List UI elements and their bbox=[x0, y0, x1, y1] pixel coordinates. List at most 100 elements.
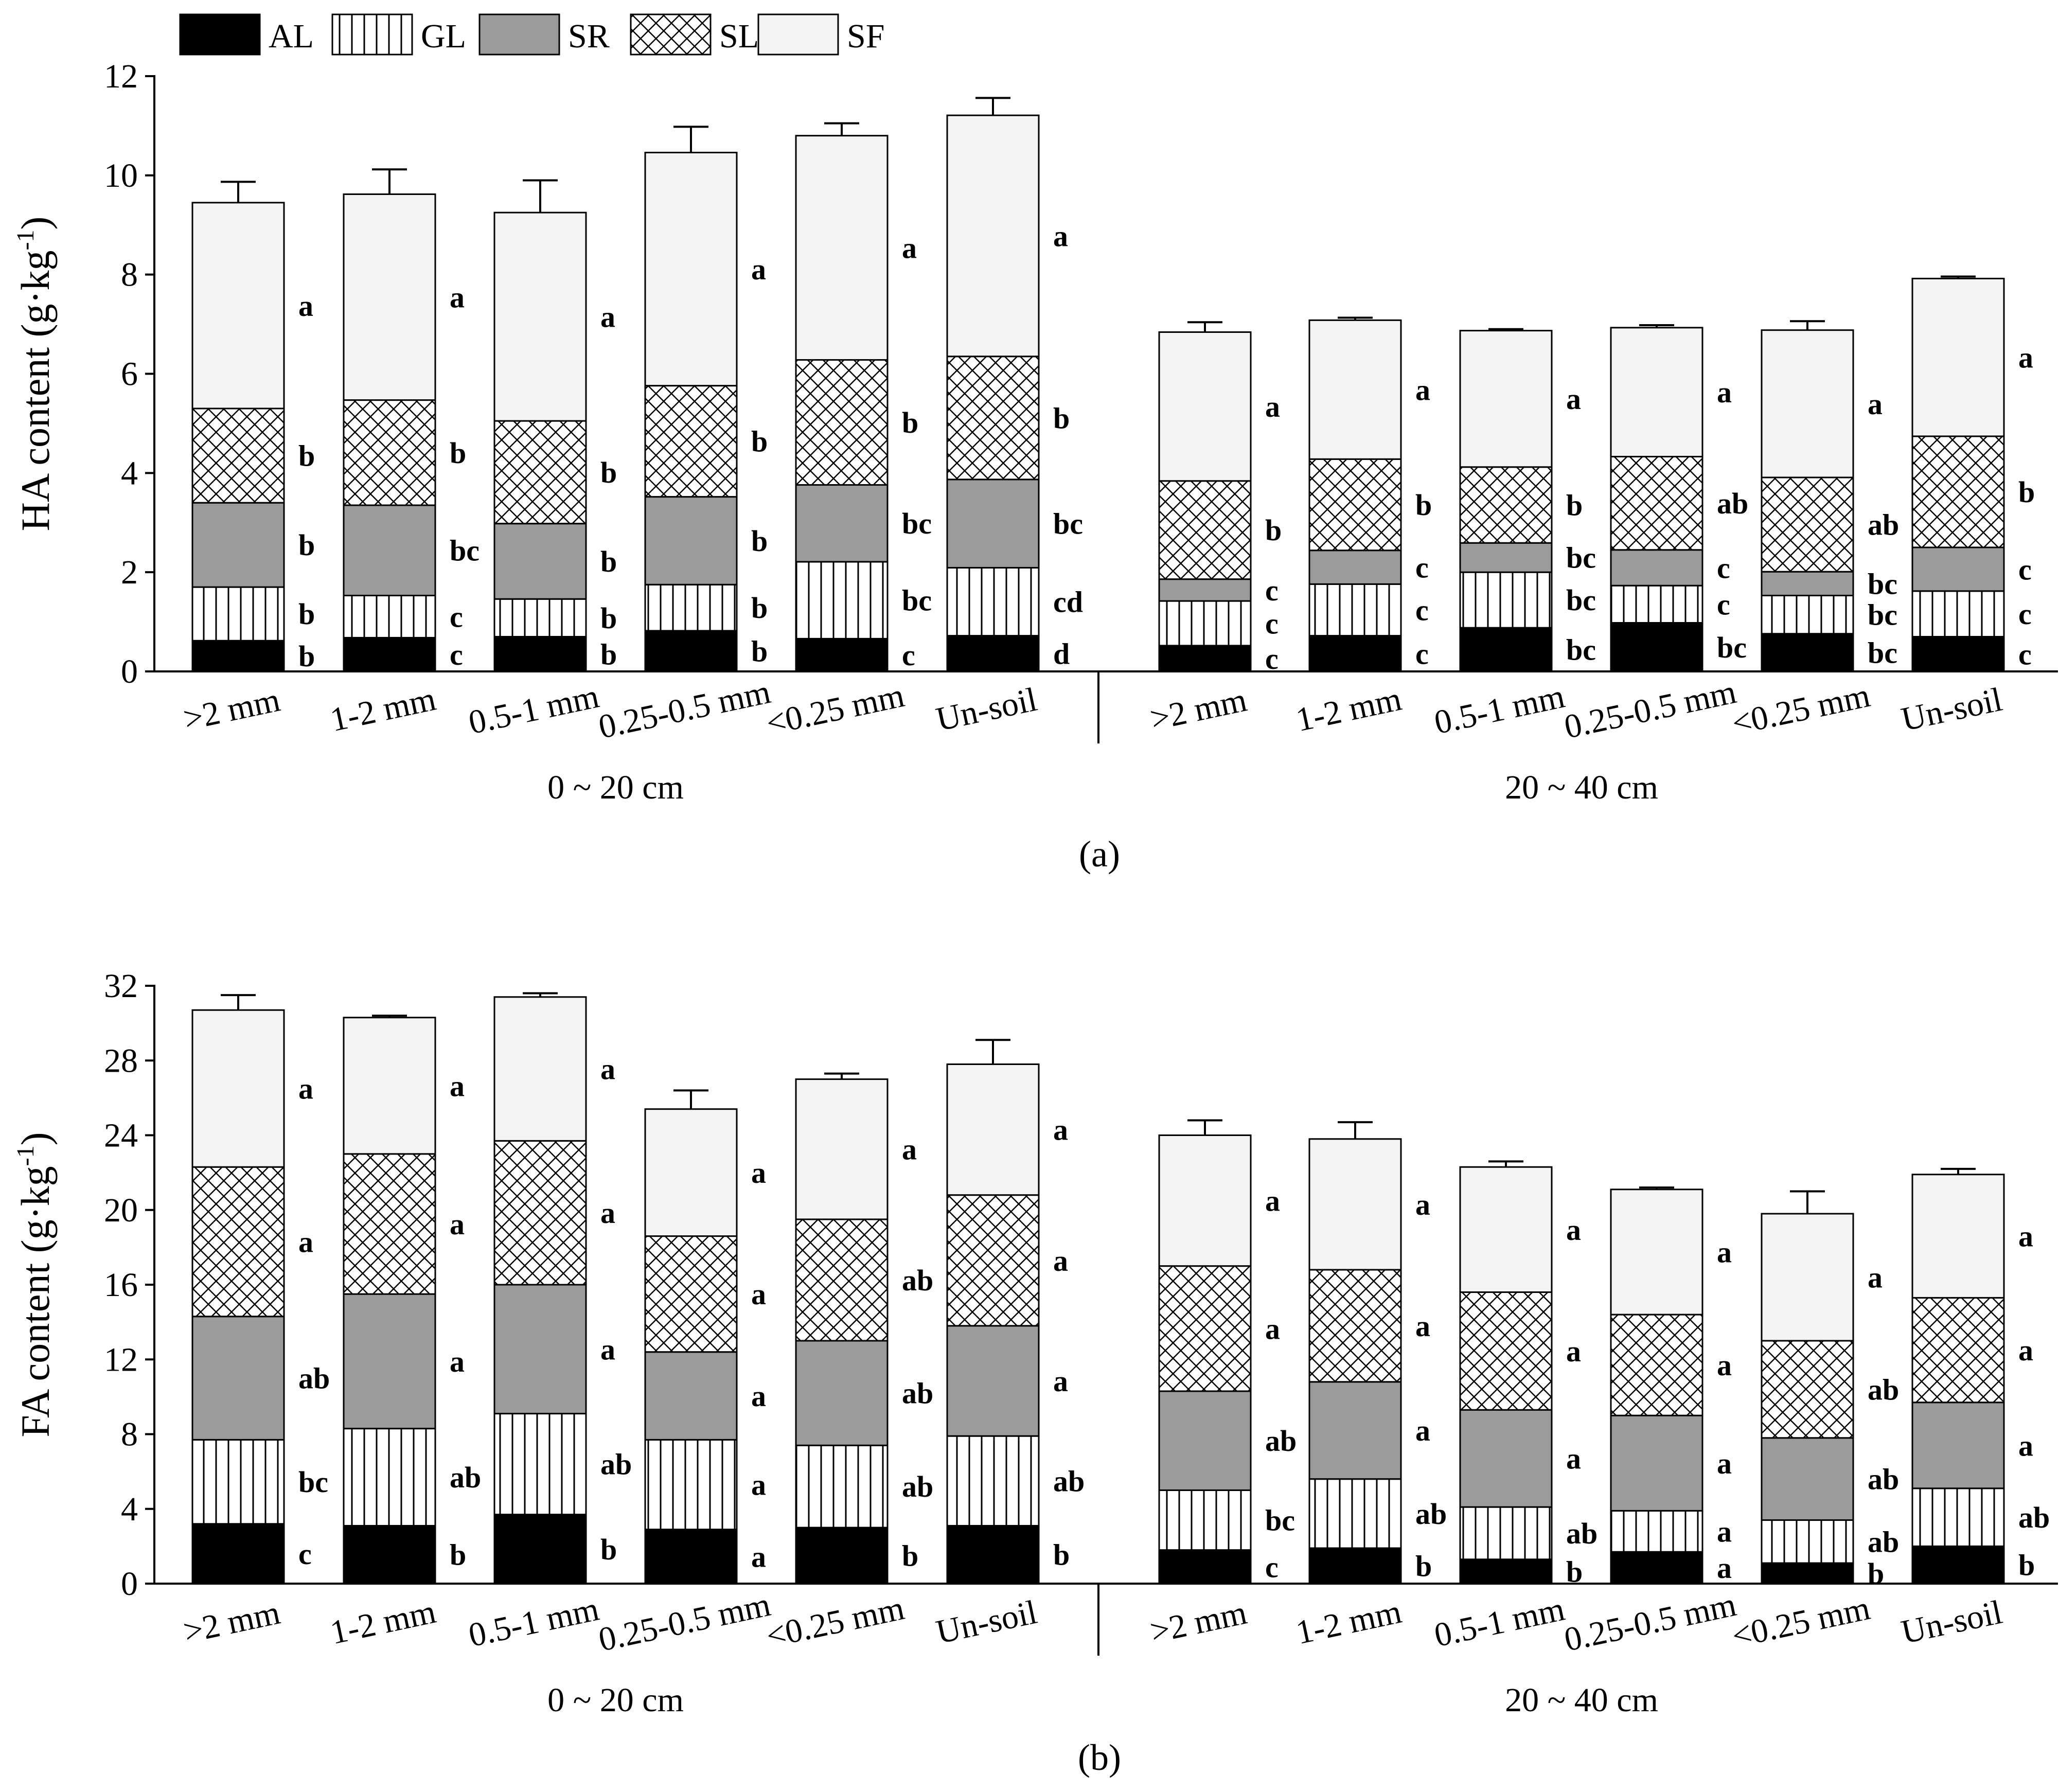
bar-segment-gl bbox=[191, 586, 285, 642]
bar-segment-sl bbox=[1761, 476, 1854, 573]
significance-label: c bbox=[2018, 553, 2032, 586]
significance-label: a bbox=[1566, 1335, 1581, 1368]
bar-segment-sf bbox=[644, 1108, 738, 1237]
significance-label: a bbox=[902, 232, 917, 265]
significance-label: b bbox=[600, 545, 617, 578]
significance-label: b bbox=[600, 1533, 617, 1566]
bar-segment-sr bbox=[795, 1340, 889, 1446]
legend-label-sr: SR bbox=[568, 17, 610, 55]
y-axis-label: FA content (g·kg-1) bbox=[12, 1132, 58, 1437]
significance-label: c bbox=[1265, 607, 1279, 640]
bar-segment-gl bbox=[1158, 1489, 1252, 1551]
significance-label: bc bbox=[1868, 598, 1897, 632]
significance-label: a bbox=[1566, 1442, 1581, 1476]
x-tick-label: Un-soil bbox=[933, 1593, 1040, 1652]
significance-label: b bbox=[751, 634, 768, 668]
bar-segment-sl bbox=[1459, 1291, 1553, 1411]
bar-segment-sf bbox=[1761, 1213, 1854, 1342]
significance-label: bc bbox=[1868, 567, 1897, 600]
significance-label: b bbox=[1566, 1555, 1583, 1588]
x-tick-label: >2 mm bbox=[1147, 1594, 1250, 1651]
x-tick-label: 1-2 mm bbox=[327, 680, 439, 739]
bar-segment-sl bbox=[343, 1153, 436, 1295]
bar-segment-gl bbox=[493, 598, 587, 638]
significance-label: a bbox=[751, 1156, 766, 1190]
bar-segment-gl bbox=[493, 1413, 587, 1516]
significance-label: a bbox=[1053, 1244, 1068, 1278]
significance-label: a bbox=[1717, 1515, 1732, 1548]
bar-segment-sr bbox=[191, 502, 285, 588]
bar-segment-gl bbox=[644, 1439, 738, 1531]
significance-label: b bbox=[1415, 488, 1432, 522]
error-bar bbox=[523, 179, 558, 213]
significance-label: ab bbox=[1265, 1424, 1297, 1458]
significance-label: a bbox=[450, 1069, 465, 1103]
legend-swatch-sf bbox=[757, 13, 839, 56]
significance-label: c bbox=[2018, 637, 2032, 671]
significance-label: c bbox=[1717, 588, 1730, 621]
legend-swatch-al bbox=[179, 13, 261, 56]
bar-segment-al bbox=[795, 1527, 889, 1585]
y-tick-label: 2 bbox=[121, 554, 138, 591]
y-tick-label: 16 bbox=[104, 1266, 138, 1304]
bar-segment-gl bbox=[1911, 590, 2005, 638]
significance-label: bc bbox=[1566, 633, 1596, 667]
x-tick-label: <0.25 mm bbox=[763, 1589, 908, 1655]
x-tick-label: 1-2 mm bbox=[327, 1593, 439, 1652]
significance-label: c bbox=[1717, 551, 1730, 584]
significance-label: b bbox=[2018, 475, 2035, 509]
bar-segment-gl bbox=[1158, 600, 1252, 647]
y-tick-label: 6 bbox=[121, 356, 138, 393]
bar-segment-sf bbox=[191, 202, 285, 410]
bar-segment-sr bbox=[644, 1351, 738, 1441]
significance-label: a bbox=[1415, 373, 1430, 406]
bar-segment-sr bbox=[1610, 1414, 1703, 1512]
bar-segment-gl bbox=[1459, 571, 1553, 629]
significance-label: b bbox=[450, 1538, 466, 1572]
chart-panel-b: 0 4 8 12 16 20 24 28 32 FA content (g·kg-1) >2 mm 1… bbox=[12, 967, 2058, 1719]
error-bar bbox=[1488, 328, 1523, 331]
significance-label: a bbox=[751, 1468, 766, 1502]
significance-label: ab bbox=[1868, 1525, 1899, 1558]
significance-label: b bbox=[902, 406, 918, 439]
significance-label: a bbox=[1868, 387, 1883, 421]
bar-segment-sr bbox=[946, 1325, 1040, 1437]
error-bar bbox=[523, 992, 558, 997]
bar-segment-sl bbox=[493, 1140, 587, 1286]
x-tick-label: Un-soil bbox=[1898, 681, 2005, 739]
bar-segment-sl bbox=[644, 385, 738, 498]
bar-segment-sr bbox=[795, 484, 889, 563]
x-tick-label: >2 mm bbox=[1147, 681, 1250, 738]
y-tick-label: 0 bbox=[121, 1565, 138, 1603]
bar-segment-al bbox=[946, 635, 1040, 672]
significance-label: a bbox=[298, 1072, 313, 1106]
significance-label: a bbox=[298, 289, 313, 323]
significance-label: a bbox=[450, 1208, 465, 1241]
significance-label: a bbox=[1566, 382, 1581, 416]
significance-label: b bbox=[600, 637, 617, 671]
group-label: 20 ~ 40 cm bbox=[1505, 769, 1658, 806]
significance-label: b bbox=[1415, 1550, 1432, 1583]
bar-segment-gl bbox=[191, 1439, 285, 1525]
bar-segment-sr bbox=[191, 1316, 285, 1441]
bar-segment-gl bbox=[795, 1444, 889, 1529]
bar-segment-sf bbox=[1158, 331, 1252, 482]
bar-segment-sf bbox=[1911, 1174, 2005, 1299]
legend: AL GL SR SL SF bbox=[179, 13, 884, 56]
significance-label: ab bbox=[2018, 1501, 2050, 1534]
bar-segment-sl bbox=[1459, 466, 1553, 544]
significance-label: ab bbox=[902, 1264, 933, 1297]
bar-segment-sl bbox=[493, 420, 587, 525]
significance-label: a bbox=[1566, 1213, 1581, 1247]
x-tick-label: 0.5-1 mm bbox=[1431, 678, 1568, 742]
significance-label: a bbox=[1717, 1447, 1732, 1480]
x-tick-label: <0.25 mm bbox=[763, 677, 908, 742]
bar-segment-gl bbox=[1761, 594, 1854, 635]
legend-swatch-sl bbox=[630, 13, 712, 56]
x-tick-label: 0.5-1 mm bbox=[465, 678, 602, 742]
bar-segment-sf bbox=[946, 114, 1040, 358]
bar-segment-sf bbox=[493, 996, 587, 1142]
significance-label: bc bbox=[902, 584, 932, 617]
significance-label: a bbox=[751, 253, 766, 286]
legend-label-sf: SF bbox=[847, 17, 884, 55]
